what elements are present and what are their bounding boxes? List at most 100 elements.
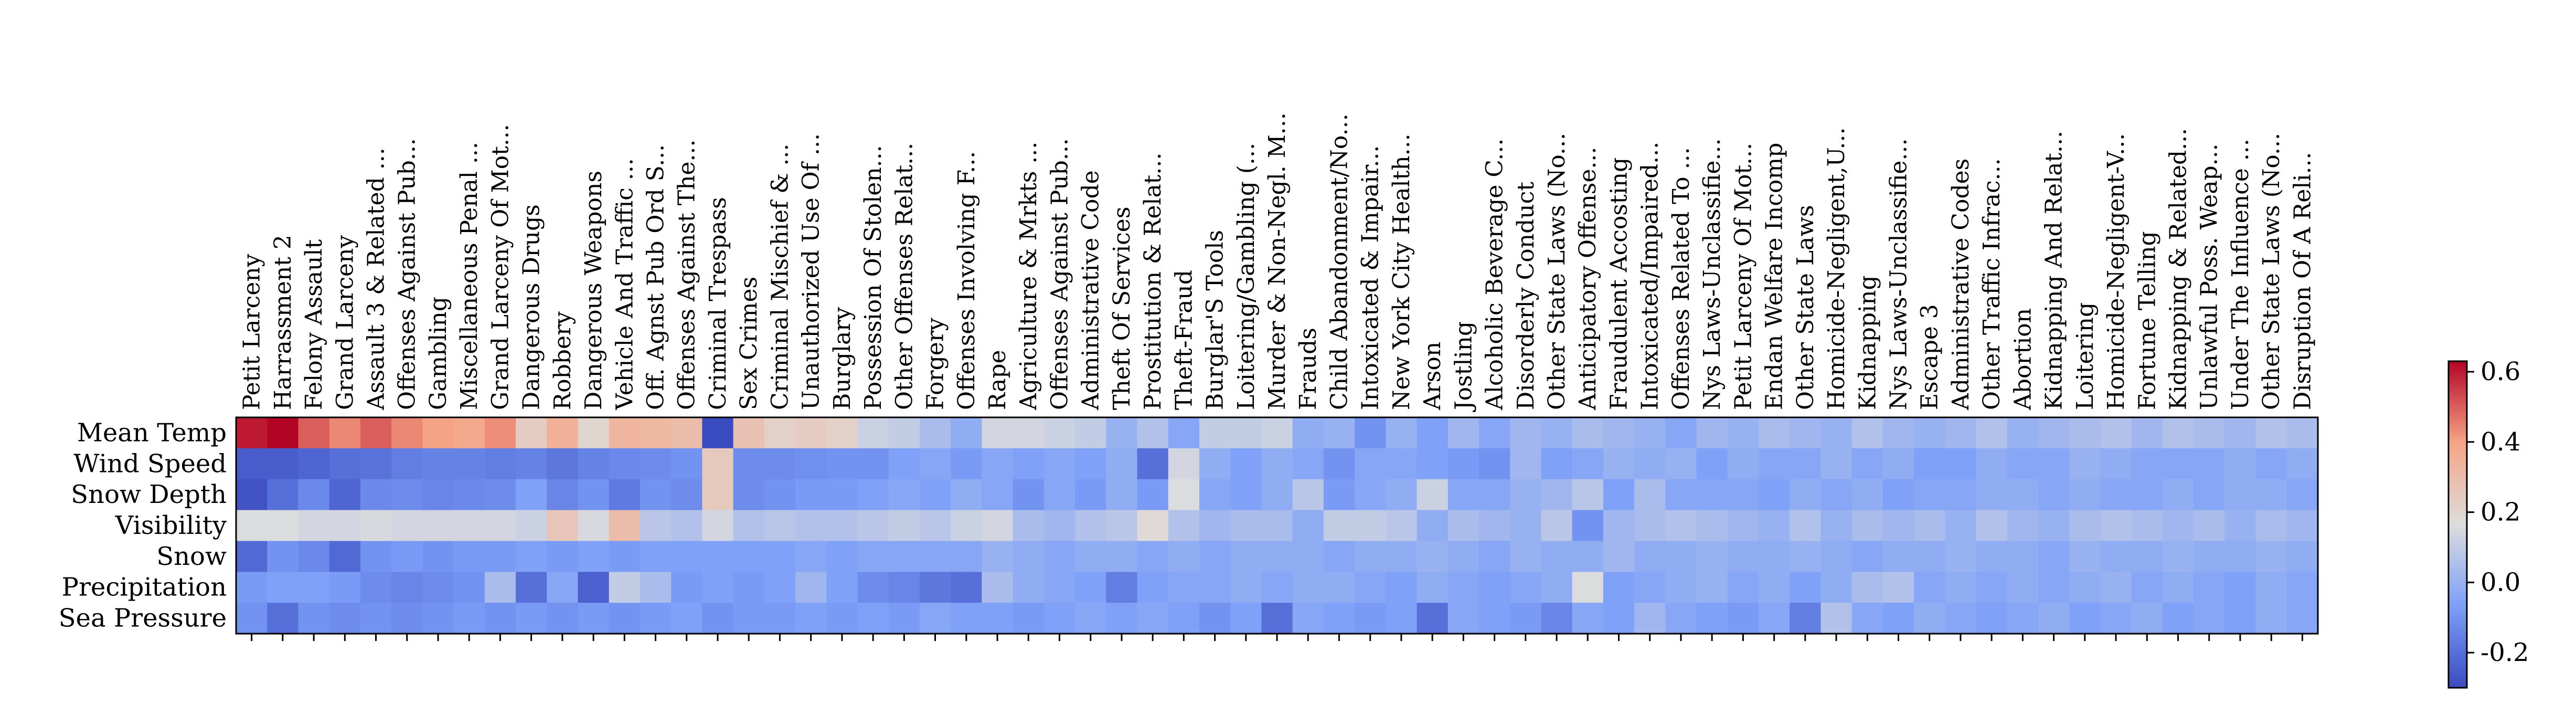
- heatmap-cell: [1013, 603, 1045, 634]
- heatmap-cell: [2007, 572, 2039, 603]
- heatmap-cell: [1386, 417, 1418, 449]
- heatmap-cell: [578, 603, 610, 634]
- heatmap-cell: [329, 417, 361, 449]
- heatmap-cell: [1323, 510, 1355, 542]
- heatmap-cell: [1603, 541, 1635, 572]
- heatmap-cell: [360, 572, 392, 603]
- heatmap-cell: [1758, 417, 1790, 449]
- heatmap-cell: [1603, 510, 1635, 542]
- heatmap-cell: [2038, 448, 2070, 480]
- heatmap-cell: [1541, 541, 1573, 572]
- heatmap-cell: [1851, 510, 1883, 542]
- heatmap-cell: [1386, 479, 1418, 511]
- heatmap-cell: [1417, 510, 1449, 542]
- heatmap-cell: [1323, 603, 1355, 634]
- heatmap-cell: [2162, 572, 2194, 603]
- column-label: Other Traffic Infrac...: [1978, 158, 2005, 410]
- heatmap-cell: [1945, 417, 1977, 449]
- heatmap-cell: [1882, 603, 1914, 634]
- heatmap-cell: [1821, 417, 1853, 449]
- column-label: Assault 3 & Related ...: [363, 148, 390, 411]
- heatmap-cell: [1914, 541, 1945, 572]
- column-label: Petit Larceny Of Mot...: [1730, 143, 1757, 410]
- heatmap-cell: [1013, 541, 1045, 572]
- heatmap-cell: [764, 448, 796, 480]
- heatmap-cell: [1572, 479, 1604, 511]
- heatmap-cell: [391, 572, 423, 603]
- heatmap-cell: [1230, 479, 1262, 511]
- heatmap-cell: [671, 479, 702, 511]
- heatmap-cell: [2038, 417, 2070, 449]
- heatmap-cell: [2162, 417, 2194, 449]
- heatmap-cell: [764, 479, 796, 511]
- heatmap-cell: [1168, 572, 1200, 603]
- heatmap-cell: [1013, 572, 1045, 603]
- heatmap-cell: [1696, 603, 1728, 634]
- heatmap-cell: [1417, 479, 1449, 511]
- heatmap-cell: [919, 417, 951, 449]
- heatmap-cell: [1696, 541, 1728, 572]
- heatmap-cell: [795, 510, 827, 542]
- heatmap-cell: [640, 479, 672, 511]
- heatmap-cell: [329, 603, 361, 634]
- heatmap-cell: [1261, 448, 1293, 480]
- heatmap-cell: [2286, 417, 2318, 449]
- heatmap-cell: [1851, 541, 1883, 572]
- heatmap-cell: [1821, 541, 1853, 572]
- column-label: Agriculture & Mrkts ...: [1015, 142, 1042, 411]
- heatmap-cell: [1386, 603, 1418, 634]
- heatmap-cell: [391, 541, 423, 572]
- colorbar-tick-label: 0.2: [2481, 498, 2520, 527]
- heatmap-cell: [888, 572, 920, 603]
- heatmap-cell: [795, 479, 827, 511]
- heatmap-cell: [547, 510, 579, 542]
- heatmap-cell: [733, 417, 765, 449]
- heatmap-cell: [1541, 479, 1573, 511]
- heatmap-cell: [1851, 603, 1883, 634]
- heatmap-cell: [1882, 572, 1914, 603]
- heatmap-cell: [1976, 417, 2008, 449]
- heatmap-cell: [1355, 448, 1386, 480]
- heatmap-cell: [2100, 448, 2132, 480]
- heatmap-cell: [1510, 541, 1541, 572]
- heatmap-cell: [578, 572, 610, 603]
- heatmap-cell: [1355, 603, 1386, 634]
- heatmap-cell: [1758, 479, 1790, 511]
- heatmap-cell: [2255, 448, 2287, 480]
- heatmap-cell: [1323, 417, 1355, 449]
- heatmap-cell: [982, 603, 1014, 634]
- heatmap-cell: [826, 572, 858, 603]
- heatmap-cell: [2100, 417, 2132, 449]
- heatmap-cell: [2224, 448, 2256, 480]
- column-labels: Petit Larceny Harrassment 2 Felony Assault…: [239, 112, 2316, 412]
- column-label: Off. Agnst Pub Ord S...: [643, 144, 669, 410]
- heatmap-cell: [2100, 572, 2132, 603]
- heatmap-cell: [857, 541, 889, 572]
- heatmap-cell: [1882, 541, 1914, 572]
- column-label: Jostling: [1450, 321, 1477, 412]
- heatmap-cell: [453, 417, 485, 449]
- heatmap-cell: [360, 479, 392, 511]
- heatmap-cell: [1261, 603, 1293, 634]
- heatmap-cell: [329, 541, 361, 572]
- heatmap-cell: [1790, 448, 1822, 480]
- heatmap-cell: [671, 417, 702, 449]
- heatmap-cell: [1945, 541, 1977, 572]
- heatmap-cell: [1075, 448, 1106, 480]
- heatmap-cell: [1727, 572, 1759, 603]
- heatmap-cell: [1541, 417, 1573, 449]
- heatmap-cell: [982, 510, 1014, 542]
- heatmap-cell: [1355, 541, 1386, 572]
- heatmap-cell: [547, 417, 579, 449]
- heatmap-cell: [547, 448, 579, 480]
- heatmap-cell: [671, 572, 702, 603]
- heatmap-cell: [888, 417, 920, 449]
- column-label: Homicide-Negligent-V...: [2103, 133, 2130, 410]
- heatmap-cell: [640, 603, 672, 634]
- heatmap-cell: [1510, 417, 1541, 449]
- heatmap-cell: [951, 448, 982, 480]
- heatmap-cell: [1727, 417, 1759, 449]
- heatmap-cell: [1696, 448, 1728, 480]
- column-label: Kidnapping & Related...: [2165, 128, 2192, 410]
- heatmap-cell: [1976, 510, 2008, 542]
